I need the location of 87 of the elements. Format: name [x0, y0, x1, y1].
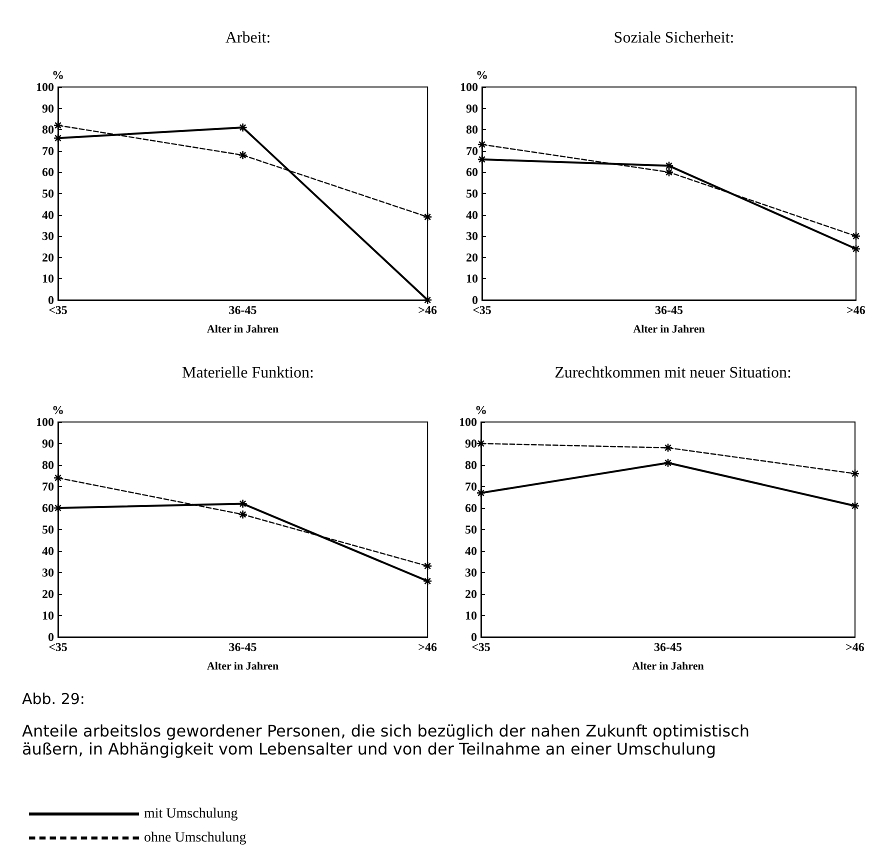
y-tick-label: 50: [42, 186, 54, 200]
y-axis-title: %: [52, 403, 64, 418]
y-tick-label: 30: [42, 566, 54, 580]
point: [477, 140, 487, 150]
y-tick-label: 70: [42, 144, 54, 158]
x-axis-title: Alter in Jahren: [206, 324, 279, 336]
y-tick-label: 50: [465, 522, 477, 536]
point: [664, 161, 674, 170]
point: [53, 120, 63, 130]
point: [53, 473, 63, 483]
y-axis-title: %: [475, 403, 487, 418]
legend-label: mit Umschulung: [144, 806, 238, 822]
y-tick-label: 40: [42, 208, 54, 222]
point: [422, 561, 432, 571]
y-tick-label: 100: [36, 80, 54, 94]
x-tick-label: >46: [846, 640, 864, 654]
point: [238, 122, 248, 132]
y-tick-label: 30: [466, 229, 478, 244]
point: [477, 154, 487, 164]
y-tick-label: 10: [465, 608, 477, 622]
point: [422, 295, 432, 305]
point: [422, 212, 432, 222]
chart-title: Soziale Sicherheit:: [614, 30, 734, 46]
y-axis-title: %: [476, 68, 488, 82]
x-tick-label: >46: [418, 303, 438, 317]
y-tick-label: 40: [466, 208, 478, 222]
y-tick-label: 60: [42, 501, 54, 515]
y-tick-label: 20: [466, 250, 478, 264]
y-tick-label: 70: [466, 144, 478, 158]
y-tick-label: 50: [42, 522, 54, 536]
y-tick-label: 10: [42, 272, 54, 286]
y-tick-label: 70: [42, 480, 54, 494]
x-tick-label: 36-45: [655, 303, 683, 317]
x-axis-title: Alter in Jahren: [633, 324, 705, 336]
point: [663, 458, 673, 468]
y-tick-label: 60: [466, 165, 478, 180]
y-axis-title: %: [52, 68, 64, 82]
text: Anteile arbeitslos gewordener Personen, die sich bezüglich der nahen Zukunft optimistisch äußern, in Abhängigkeit vom Lebensalter und von der Teilnahme an einer Umschulung: [22, 722, 755, 758]
y-tick-label: 80: [42, 122, 54, 137]
chart-title: Arbeit:: [225, 30, 271, 46]
y-tick-label: 40: [42, 544, 54, 558]
y-tick-label: 30: [42, 229, 54, 244]
y-tick-label: 90: [42, 101, 54, 116]
y-tick-label: 60: [42, 165, 54, 180]
y-tick-label: 20: [42, 250, 54, 264]
x-tick-label: 36-45: [654, 640, 682, 654]
y-tick-label: 80: [466, 122, 478, 137]
point: [238, 510, 248, 520]
point: [53, 133, 63, 143]
y-tick-label: 90: [465, 436, 477, 450]
point: [664, 168, 674, 177]
y-tick-label: 70: [465, 480, 477, 494]
point: [850, 468, 860, 478]
y-tick-label: 100: [459, 415, 477, 429]
x-axis-title: Alter in Jahren: [632, 660, 704, 672]
legend-label: ohne Umschulung: [144, 830, 246, 846]
chart-title: Zurechtkommen mit neuer Situation:: [554, 364, 792, 382]
y-tick-label: 30: [465, 566, 477, 580]
y-tick-label: 100: [36, 415, 54, 429]
point: [476, 438, 486, 448]
x-axis-title: Alter in Jahren: [206, 660, 279, 672]
point: [663, 443, 673, 452]
point: [238, 150, 248, 160]
y-tick-label: 10: [466, 272, 478, 286]
point: [476, 488, 486, 498]
x-tick-label: >46: [846, 303, 866, 317]
point: [53, 503, 63, 513]
point: [422, 576, 432, 586]
x-tick-label: 36-45: [228, 640, 257, 654]
point: [851, 231, 861, 241]
y-tick-label: 60: [465, 501, 477, 515]
y-tick-label: 80: [42, 458, 54, 472]
y-tick-label: 10: [42, 608, 54, 622]
point: [850, 501, 860, 510]
y-tick-label: 50: [466, 186, 478, 200]
y-tick-label: 100: [460, 80, 478, 94]
y-tick-label: 20: [465, 587, 477, 601]
y-tick-label: 20: [42, 587, 54, 601]
y-tick-label: 90: [466, 101, 478, 116]
chart-title: Materielle Funktion:: [182, 364, 314, 382]
caption: Abb. 29:: [22, 690, 85, 708]
x-tick-label: >46: [418, 640, 438, 654]
y-tick-label: 80: [465, 458, 477, 472]
point: [851, 244, 861, 254]
y-tick-label: 40: [465, 544, 477, 558]
x-tick-label: 36-45: [228, 303, 257, 317]
y-tick-label: 90: [42, 436, 54, 450]
